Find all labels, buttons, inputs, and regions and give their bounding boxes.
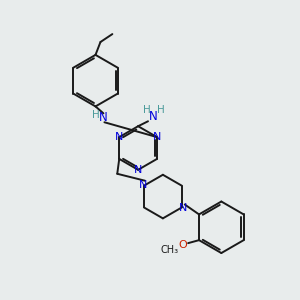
Text: N: N: [134, 165, 142, 175]
Text: H: H: [157, 105, 165, 116]
Text: N: N: [139, 180, 147, 190]
Text: N: N: [99, 111, 108, 124]
Text: N: N: [178, 203, 187, 214]
Text: H: H: [92, 110, 99, 120]
Text: H: H: [143, 105, 151, 116]
Text: N: N: [148, 110, 157, 123]
Text: O: O: [179, 240, 188, 250]
Text: N: N: [153, 132, 161, 142]
Text: CH₃: CH₃: [160, 245, 178, 255]
Text: N: N: [115, 132, 123, 142]
